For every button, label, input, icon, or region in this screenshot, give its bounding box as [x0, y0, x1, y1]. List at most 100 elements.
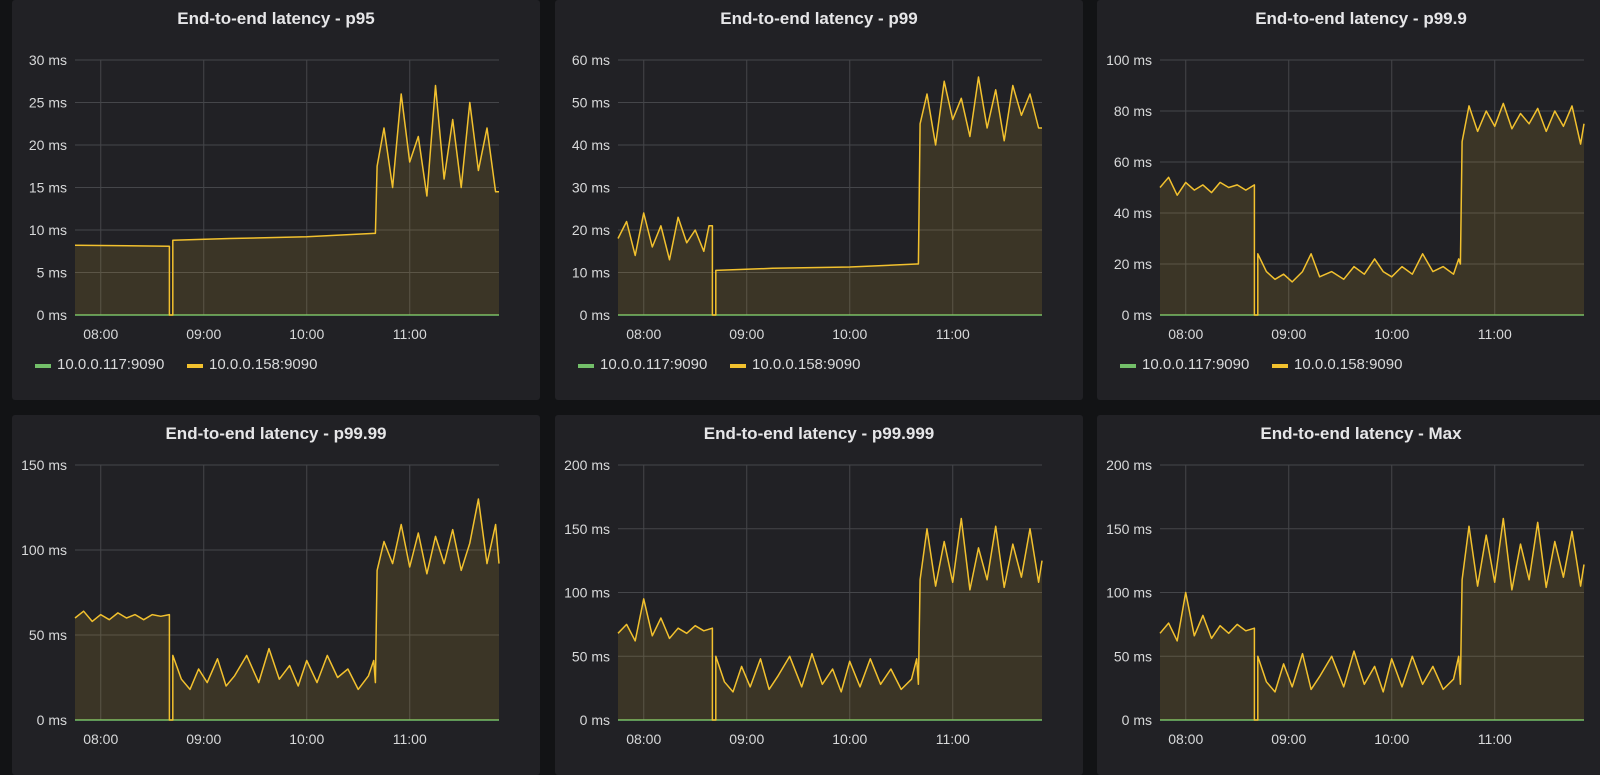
x-tick-label: 11:00 [936, 326, 970, 342]
x-tick-label: 08:00 [1168, 326, 1203, 342]
x-tick-label: 11:00 [936, 731, 970, 747]
panel-title: End-to-end latency - p99.9 [1255, 9, 1467, 28]
y-tick-label: 15 ms [29, 180, 67, 196]
x-tick-label: 08:00 [83, 731, 118, 747]
x-tick-label: 08:00 [83, 326, 118, 342]
y-tick-label: 25 ms [29, 95, 67, 111]
legend-swatch [730, 364, 746, 368]
x-tick-label: 10:00 [1374, 326, 1409, 342]
x-tick-label: 10:00 [832, 326, 867, 342]
y-tick-label: 20 ms [29, 137, 67, 153]
panel-title: End-to-end latency - p99.99 [165, 424, 387, 443]
y-tick-label: 5 ms [37, 265, 67, 281]
y-tick-label: 0 ms [1122, 307, 1152, 323]
series-area [75, 499, 499, 720]
y-tick-label: 100 ms [564, 585, 610, 601]
panel-title: End-to-end latency - Max [1260, 424, 1462, 443]
y-tick-label: 200 ms [564, 457, 610, 473]
y-tick-label: 10 ms [29, 222, 67, 238]
chart-latency-p99-999: 0 ms 50 ms 100 ms 150 ms 200 ms 08:00 09:00 10:… [564, 457, 1043, 747]
x-tick-label: 09:00 [186, 326, 221, 342]
y-tick-label: 150 ms [1106, 521, 1152, 537]
legend-swatch [35, 364, 51, 368]
series-area [618, 518, 1042, 720]
series-line [74, 498, 500, 721]
y-tick-label: 20 ms [1114, 256, 1152, 272]
legend-label: 10.0.0.158:9090 [209, 356, 317, 373]
chart-latency-p99: 0 ms 10 ms 20 ms 30 ms 40 ms 50 ms 60 ms 08:00 0… [572, 52, 1042, 373]
y-tick-label: 40 ms [1114, 205, 1152, 221]
panel-title: End-to-end latency - p99.999 [703, 424, 935, 443]
series-area [618, 77, 1042, 315]
y-tick-label: 80 ms [1114, 103, 1152, 119]
legend-label: 10.0.0.158:9090 [1294, 356, 1402, 373]
x-tick-label: 10:00 [1374, 731, 1409, 747]
x-tick-label: 10:00 [289, 326, 324, 342]
chart-latency-max: 0 ms 50 ms 100 ms 150 ms 200 ms 08:00 09:00 10:… [1106, 457, 1585, 747]
legend-label: 10.0.0.117:9090 [600, 356, 707, 373]
y-tick-label: 100 ms [1106, 52, 1152, 68]
y-tick-label: 50 ms [572, 648, 610, 664]
panel-latency-p99-9: End-to-end latency - p99.9 0 ms 20 ms 40 m… [1097, 0, 1600, 400]
chart-latency-p99-99: 0 ms 50 ms 100 ms 150 ms 08:00 09:00 10:00 11:0… [21, 457, 500, 747]
panel-latency-p99-999: End-to-end latency - p99.999 0 ms 50 ms 10… [555, 415, 1083, 775]
x-tick-label: 11:00 [393, 731, 427, 747]
y-tick-label: 30 ms [572, 180, 610, 196]
x-tick-label: 09:00 [1271, 326, 1306, 342]
y-tick-label: 0 ms [1122, 712, 1152, 728]
x-tick-label: 10:00 [832, 731, 867, 747]
y-tick-label: 0 ms [37, 712, 67, 728]
y-tick-label: 100 ms [1106, 585, 1152, 601]
x-tick-label: 09:00 [186, 731, 221, 747]
y-tick-label: 100 ms [21, 542, 67, 558]
x-tick-label: 11:00 [1478, 326, 1512, 342]
chart-latency-p99-9: 0 ms 20 ms 40 ms 60 ms 80 ms 100 ms 08:00 09:00… [1106, 52, 1585, 373]
legend-swatch [1120, 364, 1136, 368]
panel-latency-max: End-to-end latency - Max 0 ms 50 ms 100 ms… [1097, 415, 1600, 775]
y-tick-label: 50 ms [1114, 648, 1152, 664]
y-tick-label: 0 ms [37, 307, 67, 323]
series-line [1159, 102, 1585, 316]
y-tick-label: 40 ms [572, 137, 610, 153]
x-tick-label: 08:00 [626, 326, 661, 342]
x-tick-label: 11:00 [1478, 731, 1512, 747]
y-tick-label: 60 ms [1114, 154, 1152, 170]
x-tick-label: 08:00 [1168, 731, 1203, 747]
y-tick-label: 150 ms [21, 457, 67, 473]
x-tick-label: 09:00 [729, 326, 764, 342]
series-area [1160, 103, 1584, 316]
y-tick-label: 10 ms [572, 265, 610, 281]
series-line [617, 517, 1043, 721]
legend-swatch [187, 364, 203, 368]
y-tick-label: 50 ms [29, 627, 67, 643]
y-tick-label: 30 ms [29, 52, 67, 68]
chart-latency-p95: 0 ms 5 ms 10 ms 15 ms 20 ms 25 ms 30 ms 08:00 09… [29, 52, 499, 373]
panel-latency-p99: End-to-end latency - p99 0 ms 10 ms 20 ms 3… [555, 0, 1083, 400]
y-tick-label: 60 ms [572, 52, 610, 68]
panel-latency-p95: End-to-end latency - p95 0 ms 5 ms 10 ms 15… [12, 0, 540, 400]
x-tick-label: 08:00 [626, 731, 661, 747]
legend-swatch [578, 364, 594, 368]
series-line [74, 84, 499, 316]
series-line [1159, 517, 1585, 721]
y-tick-label: 20 ms [572, 222, 610, 238]
series-line [617, 76, 1042, 316]
legend-label: 10.0.0.117:9090 [57, 356, 164, 373]
series-area [75, 85, 499, 315]
x-tick-label: 09:00 [1271, 731, 1306, 747]
legend-swatch [1272, 364, 1288, 368]
series-area [1160, 518, 1584, 720]
y-tick-label: 150 ms [564, 521, 610, 537]
y-tick-label: 200 ms [1106, 457, 1152, 473]
legend-label: 10.0.0.158:9090 [752, 356, 860, 373]
y-tick-label: 0 ms [580, 307, 610, 323]
x-tick-label: 09:00 [729, 731, 764, 747]
panel-title: End-to-end latency - p95 [177, 9, 375, 28]
panel-title: End-to-end latency - p99 [720, 9, 918, 28]
y-tick-label: 50 ms [572, 95, 610, 111]
legend-label: 10.0.0.117:9090 [1142, 356, 1249, 373]
x-tick-label: 11:00 [393, 326, 427, 342]
y-tick-label: 0 ms [580, 712, 610, 728]
x-tick-label: 10:00 [289, 731, 324, 747]
panel-latency-p99-99: End-to-end latency - p99.99 0 ms 50 ms 100… [12, 415, 540, 775]
